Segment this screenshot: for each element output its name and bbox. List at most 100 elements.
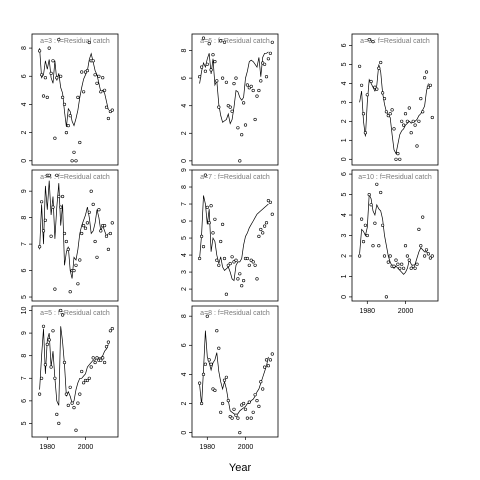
data-point — [74, 159, 78, 163]
data-point — [97, 208, 101, 212]
data-point — [379, 190, 383, 195]
data-point — [360, 83, 364, 87]
data-point — [382, 254, 387, 258]
y-tick-label: 2 — [21, 131, 28, 135]
y-tick-label: 6 — [341, 43, 348, 47]
panel-frame — [191, 33, 279, 166]
data-point — [264, 358, 269, 362]
data-point — [251, 88, 255, 93]
data-point — [379, 60, 383, 65]
y-tick-label: 3 — [181, 270, 188, 274]
data-point — [72, 150, 76, 154]
data-point — [424, 248, 429, 252]
y-tick-label: 0 — [341, 295, 348, 299]
y-tick-label: 8 — [181, 185, 188, 189]
data-point — [215, 258, 219, 262]
data-point — [221, 76, 225, 80]
x-tick-label: 1980 — [199, 444, 215, 451]
panel-8: a=8 : f=Residual catch 0 2 4 6 8 1980 2000 — [181, 305, 279, 451]
y-tick-label: 5 — [341, 62, 348, 66]
y-tick-label: 6 — [181, 76, 188, 80]
data-point — [255, 94, 259, 98]
data-point — [270, 40, 274, 44]
data-point — [402, 123, 406, 127]
data-point — [400, 262, 404, 266]
data-point — [230, 255, 234, 259]
data-point — [201, 36, 206, 40]
data-point — [102, 224, 107, 228]
data-point — [91, 59, 95, 63]
data-point — [226, 263, 230, 267]
data-point — [417, 119, 421, 123]
y-tick-label: 7 — [21, 376, 28, 380]
data-point — [55, 173, 59, 177]
data-point — [238, 272, 242, 276]
data-point — [108, 329, 112, 333]
data-point — [217, 263, 221, 267]
y-tick-label: 10 — [21, 307, 28, 315]
data-point — [230, 109, 234, 113]
data-point — [95, 255, 99, 259]
data-point — [211, 231, 215, 235]
data-point — [232, 260, 236, 264]
data-point — [93, 239, 97, 244]
data-point — [388, 254, 392, 258]
data-point — [398, 266, 402, 270]
data-point — [222, 40, 227, 44]
data-point — [361, 112, 366, 116]
data-point — [403, 112, 408, 116]
data-point — [85, 378, 89, 383]
data-point — [87, 210, 91, 214]
data-point — [68, 385, 72, 389]
y-tick-label: 0 — [181, 431, 188, 435]
data-point — [388, 112, 392, 116]
data-point — [57, 194, 61, 199]
data-point — [203, 362, 207, 366]
data-point — [255, 399, 259, 403]
panel-frame — [31, 305, 119, 438]
data-point — [396, 262, 400, 266]
data-point — [89, 365, 93, 369]
data-point — [217, 346, 221, 350]
data-point — [81, 381, 86, 385]
data-point — [238, 159, 242, 163]
data-point — [110, 327, 114, 331]
y-tick-label: 5 — [341, 193, 348, 197]
y-tick-label: 2 — [181, 287, 188, 291]
data-point — [268, 358, 273, 362]
data-point — [409, 131, 413, 135]
data-point — [101, 76, 105, 80]
data-point — [232, 407, 236, 411]
data-point — [74, 263, 78, 267]
data-point — [249, 84, 253, 88]
data-point — [415, 144, 419, 148]
data-point — [264, 75, 269, 79]
panel-title: a=4 : f=Residual catch — [40, 174, 110, 181]
data-point — [213, 59, 217, 64]
data-point — [411, 264, 415, 268]
data-point — [234, 413, 238, 417]
panel-5: a=7 : f=Residual catch 2 3 4 5 6 7 8 9 — [181, 168, 279, 302]
y-tick-label: 4 — [181, 104, 188, 108]
panel-6: a=10 : f=Residual catch 0 1 2 3 4 5 6 1980 2000 — [341, 169, 439, 315]
y-tick-label: 4 — [341, 81, 348, 85]
data-point — [70, 401, 74, 405]
x-tick-label: 2000 — [78, 444, 94, 451]
data-point — [72, 269, 76, 273]
y-tick-label: 9 — [21, 331, 28, 335]
panel-title: a=5 : f=Residual catch — [40, 310, 110, 317]
panel-frame — [191, 305, 279, 438]
fitted-line — [39, 48, 109, 128]
data-point — [367, 193, 371, 197]
y-tick-label: 8 — [21, 46, 28, 50]
data-point — [51, 205, 55, 209]
x-tick-label: 2000 — [238, 444, 254, 451]
data-point — [411, 119, 415, 123]
data-point — [207, 358, 211, 362]
data-point — [232, 81, 236, 86]
data-point — [102, 360, 107, 365]
data-point — [253, 117, 257, 122]
data-point — [97, 74, 101, 78]
data-point — [60, 313, 65, 317]
